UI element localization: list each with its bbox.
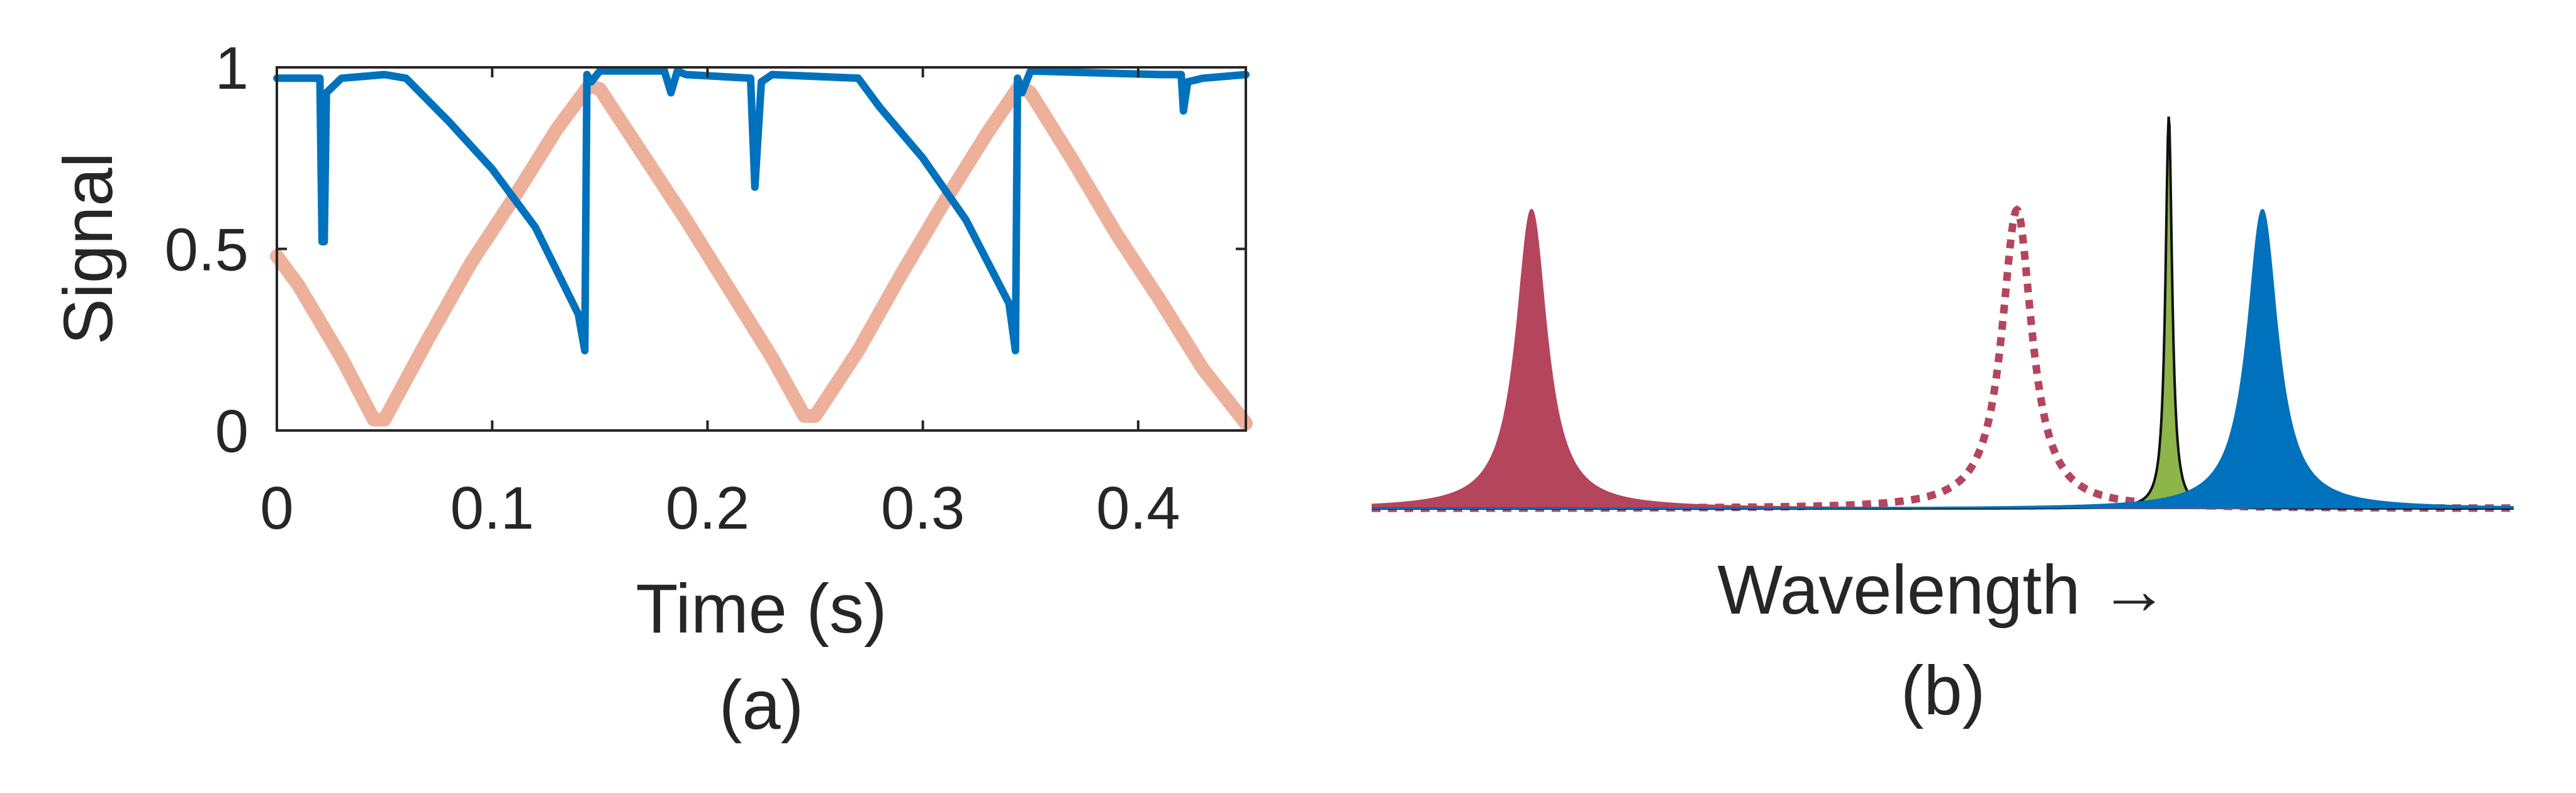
panel-a-ticks-group xyxy=(276,66,1246,432)
panel-a-tick-labels-group: 0 0.1 0.2 0.3 0.4 0 0.5 1 xyxy=(165,35,1180,542)
spectrum-3-outline xyxy=(1372,208,2514,510)
spectrum-0-fill xyxy=(1372,210,2514,509)
series-1-line xyxy=(270,78,1253,430)
panel-b-series-group xyxy=(1371,116,2514,512)
panel-a-ylabel: Signal xyxy=(50,152,127,345)
panel-a-chart: 0 0.1 0.2 0.3 0.4 0 0.5 1 Time (s) Signal (a) xyxy=(50,35,1253,744)
panel-a-xlabel: Time (s) xyxy=(636,570,887,648)
x-tick-label: 0.2 xyxy=(666,475,749,542)
x-tick-label: 0.4 xyxy=(1096,475,1180,542)
series-0-line xyxy=(273,67,1250,355)
panel-b-xlabel: Wavelength → xyxy=(1717,551,2168,629)
y-tick-label: 0.5 xyxy=(165,217,249,284)
panel-a-series-group xyxy=(270,67,1253,430)
x-tick-label: 0.1 xyxy=(450,475,534,542)
panel-b-chart: Wavelength → (b) xyxy=(1371,116,2514,729)
x-tick-label: 0 xyxy=(260,475,293,542)
panel-a-caption: (a) xyxy=(719,666,804,744)
y-tick-label: 1 xyxy=(215,35,249,102)
y-tick-label: 0 xyxy=(215,398,249,465)
x-tick-label: 0.3 xyxy=(881,475,965,542)
panel-b-caption: (b) xyxy=(1901,652,1985,729)
